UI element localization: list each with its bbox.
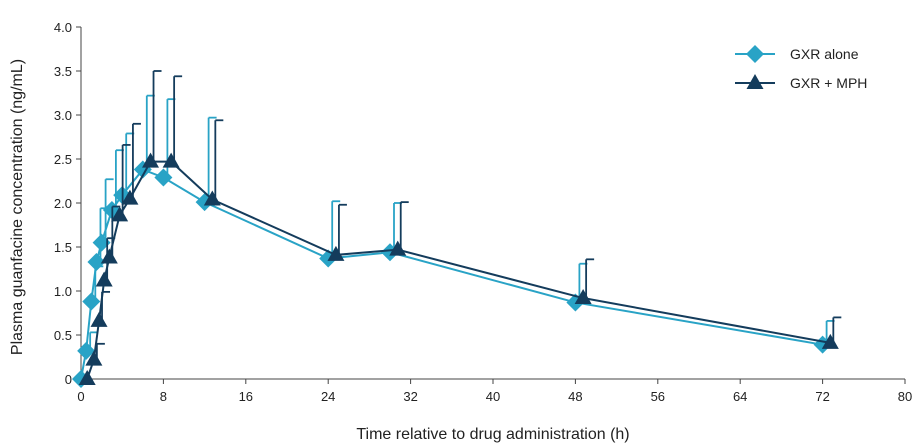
x-tick-label: 32: [403, 389, 417, 404]
y-tick-label: 4.0: [54, 20, 72, 35]
y-tick-label: 0.5: [54, 328, 72, 343]
y-tick-label: 2.0: [54, 196, 72, 211]
data-point: [821, 333, 839, 349]
data-point: [389, 240, 407, 256]
data-point: [87, 252, 106, 271]
data-point: [82, 292, 101, 311]
data-point: [95, 271, 113, 287]
data-point: [574, 289, 592, 305]
x-axis-label: Time relative to drug administration (h): [356, 426, 629, 443]
series-1: [72, 94, 835, 388]
data-point: [77, 341, 96, 360]
series-2: [78, 70, 842, 385]
data-point: [121, 189, 139, 205]
data-point: [92, 233, 111, 252]
data-point: [162, 152, 180, 168]
legend-marker: [746, 45, 764, 63]
legend-label: GXR alone: [790, 46, 859, 62]
x-tick-label: 48: [568, 389, 582, 404]
x-tick-label: 16: [239, 389, 253, 404]
data-point: [90, 311, 108, 327]
x-tick-label: 80: [898, 389, 912, 404]
data-point: [154, 168, 173, 187]
y-tick-label: 3.0: [54, 108, 72, 123]
y-axis-label: Plasma guanfacine concentration (ng/mL): [9, 59, 26, 355]
legend: GXR alone GXR + MPH: [735, 45, 867, 91]
y-tick-label: 1.0: [54, 284, 72, 299]
legend-label: GXR + MPH: [790, 75, 867, 91]
x-tick-label: 72: [815, 389, 829, 404]
data-point: [142, 152, 160, 168]
data-point: [85, 350, 103, 366]
x-tick-label: 24: [321, 389, 335, 404]
data-point: [203, 190, 221, 206]
y-tick-label: 2.5: [54, 152, 72, 167]
x-tick-label: 56: [651, 389, 665, 404]
x-tick-label: 64: [733, 389, 747, 404]
x-tick-label: 0: [77, 389, 84, 404]
data-point: [111, 206, 129, 222]
data-point: [100, 248, 118, 264]
data-point: [78, 370, 96, 385]
data-point: [327, 245, 345, 261]
x-tick-label: 8: [160, 389, 167, 404]
y-tick-label: 0: [65, 372, 72, 387]
series-layer: [72, 70, 842, 388]
x-tick-label: 40: [486, 389, 500, 404]
series-line: [80, 168, 823, 380]
legend-marker: [746, 74, 764, 89]
axes: 0 0.5 1.0 1.5 2.0 2.5 3.0 3.5 4.0 0 8 16 24 32 40 48 56 6…: [54, 20, 912, 404]
y-tick-label: 3.5: [54, 64, 72, 79]
y-tick-label: 1.5: [54, 240, 72, 255]
